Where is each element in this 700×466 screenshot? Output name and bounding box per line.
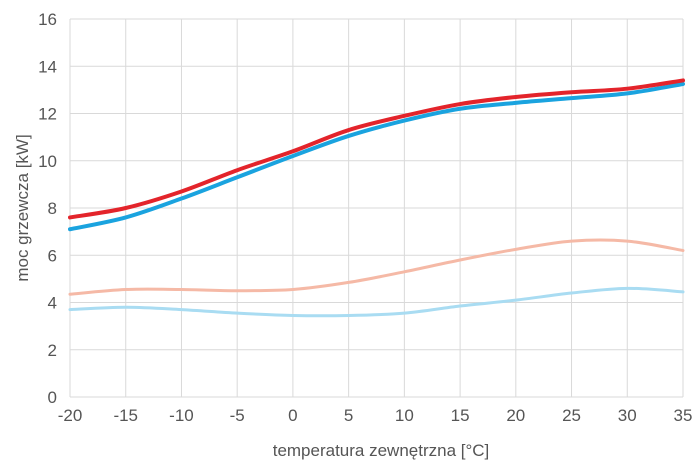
- x-tick-labels: -20 -15 -10 -5 0 5 10 15 20 25 30 35: [58, 406, 693, 425]
- x-tick-label: -15: [113, 406, 138, 425]
- series-lines: [68, 78, 685, 318]
- x-tick-label: 0: [288, 406, 297, 425]
- x-tick-label: 25: [562, 406, 581, 425]
- series-line-2: [68, 81, 685, 232]
- x-tick-label: 30: [618, 406, 637, 425]
- x-tick-label: -20: [58, 406, 83, 425]
- y-tick-label: 14: [38, 57, 57, 76]
- y-tick-label: 4: [48, 294, 57, 313]
- x-tick-label: -10: [169, 406, 194, 425]
- series-line-4: [68, 286, 685, 318]
- x-tick-label: -5: [230, 406, 245, 425]
- x-tick-label: 15: [451, 406, 470, 425]
- series-line-1: [68, 78, 685, 220]
- y-tick-labels: 0 2 4 6 8 10 12 14 16: [38, 10, 57, 407]
- x-axis-title: temperatura zewnętrzna [°C]: [273, 441, 490, 460]
- y-axis-title: moc grzewcza [kW]: [13, 134, 32, 281]
- x-tick-label: 10: [395, 406, 414, 425]
- y-tick-label: 8: [48, 199, 57, 218]
- y-tick-label: 0: [48, 388, 57, 407]
- y-tick-label: 12: [38, 105, 57, 124]
- grid: [69, 18, 684, 398]
- y-tick-label: 6: [48, 246, 57, 265]
- x-tick-label: 35: [674, 406, 693, 425]
- x-tick-label: 20: [506, 406, 525, 425]
- y-tick-label: 10: [38, 152, 57, 171]
- y-tick-label: 16: [38, 10, 57, 29]
- y-tick-label: 2: [48, 341, 57, 360]
- series-line-3: [68, 238, 685, 296]
- x-tick-label: 5: [344, 406, 353, 425]
